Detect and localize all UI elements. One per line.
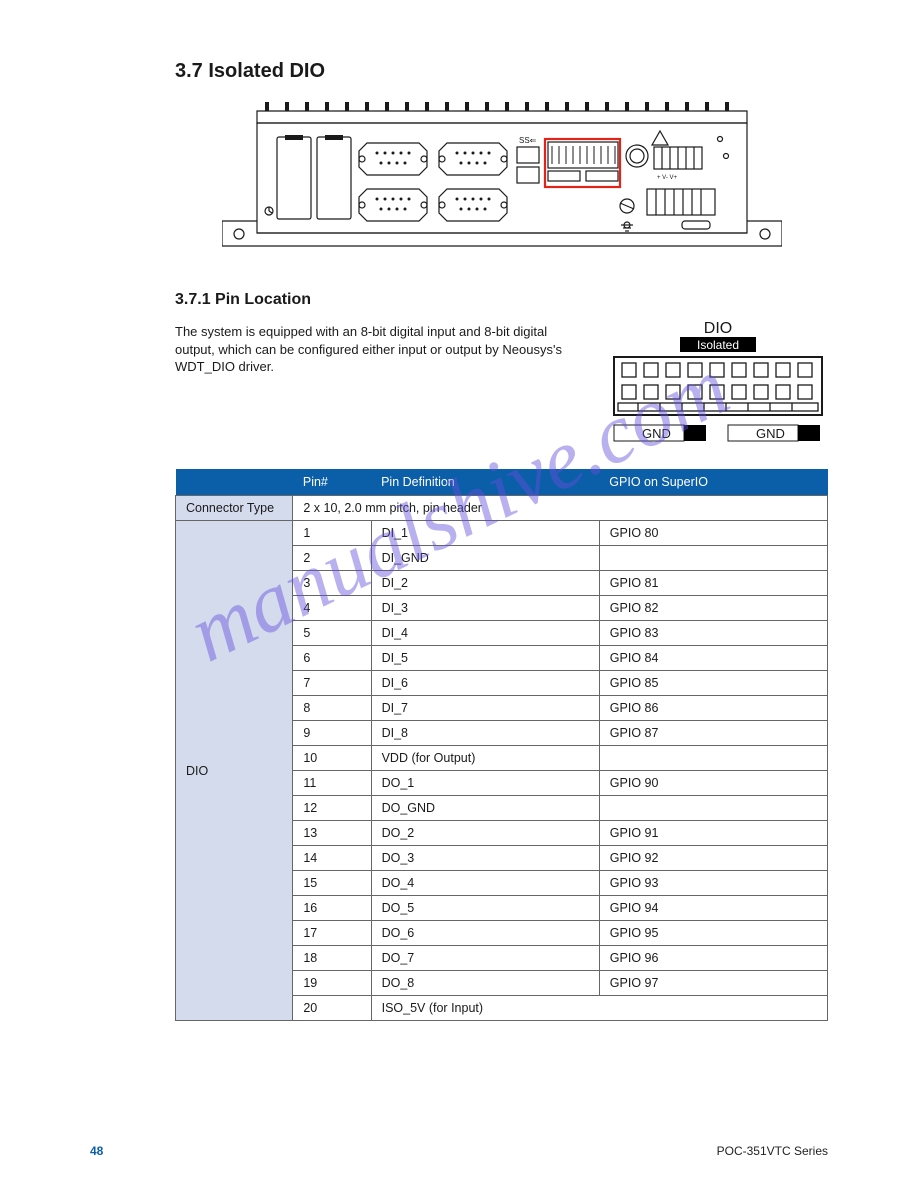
device-diagram: SS⇐	[222, 101, 782, 271]
cell: DI_6	[371, 671, 599, 696]
cell: GPIO 87	[599, 721, 827, 746]
table-row: DIO 1 DI_1 GPIO 80	[176, 521, 828, 546]
cell: GPIO 92	[599, 846, 827, 871]
cell: DI_1	[371, 521, 599, 546]
dio-gnd-left: GND	[642, 426, 671, 441]
cell: 7	[293, 671, 371, 696]
footer-series: POC-351VTC Series	[717, 1144, 828, 1158]
cell: GPIO 91	[599, 821, 827, 846]
page-content: 3.7 Isolated DIO	[0, 0, 918, 1061]
cat-dio: DIO	[176, 521, 293, 1021]
th-def: Pin Definition	[371, 469, 599, 496]
th-pin: Pin#	[293, 469, 371, 496]
section-title: 3.7 Isolated DIO	[175, 60, 828, 83]
th-blank	[176, 469, 293, 496]
cell: GPIO 90	[599, 771, 827, 796]
cell: GPIO 80	[599, 521, 827, 546]
dio-pin-table: Pin# Pin Definition GPIO on SuperIO Conn…	[175, 469, 828, 1021]
svg-text:SS⇐: SS⇐	[519, 136, 537, 145]
cell: 14	[293, 846, 371, 871]
pin-description: The system is equipped with an 8-bit dig…	[175, 323, 580, 376]
page-footer: 48 POC-351VTC Series	[0, 1144, 918, 1158]
cell: 18	[293, 946, 371, 971]
cell: 16	[293, 896, 371, 921]
cell: VDD (for Output)	[371, 746, 599, 771]
footer-page-number: 48	[90, 1144, 103, 1158]
cell: DO_4	[371, 871, 599, 896]
cell: GPIO 82	[599, 596, 827, 621]
cell: 8	[293, 696, 371, 721]
cell: DO_1	[371, 771, 599, 796]
cell: DI_5	[371, 646, 599, 671]
cell: DO_GND	[371, 796, 599, 821]
cell: DO_7	[371, 946, 599, 971]
cell: GPIO 83	[599, 621, 827, 646]
cell: 19	[293, 971, 371, 996]
dio-connector-figure: DIO Isolated GND	[608, 319, 828, 447]
cell: 2 x 10, 2.0 mm pitch, pin header	[293, 496, 828, 521]
cell: 17	[293, 921, 371, 946]
cat-connector: Connector Type	[176, 496, 293, 521]
cell: 4	[293, 596, 371, 621]
dio-isolated-label: Isolated	[697, 338, 739, 352]
cell: DO_8	[371, 971, 599, 996]
cell: DI_2	[371, 571, 599, 596]
cell: DO_3	[371, 846, 599, 871]
cell: 3	[293, 571, 371, 596]
cell: GPIO 81	[599, 571, 827, 596]
cell: 5	[293, 621, 371, 646]
cell	[599, 546, 827, 571]
cell: 1	[293, 521, 371, 546]
cell: ISO_5V (for Input)	[371, 996, 827, 1021]
cell: GPIO 85	[599, 671, 827, 696]
cell: 2	[293, 546, 371, 571]
th-gpio: GPIO on SuperIO	[599, 469, 827, 496]
dio-label: DIO	[704, 320, 732, 337]
cell: GPIO 84	[599, 646, 827, 671]
cell: 12	[293, 796, 371, 821]
cell: DI_4	[371, 621, 599, 646]
cell: 11	[293, 771, 371, 796]
cell: DI_3	[371, 596, 599, 621]
cell: 6	[293, 646, 371, 671]
pin-location-title: 3.7.1 Pin Location	[175, 291, 828, 309]
cell: GPIO 93	[599, 871, 827, 896]
cell: GPIO 86	[599, 696, 827, 721]
cell: 9	[293, 721, 371, 746]
cell: DI_7	[371, 696, 599, 721]
table-body: Connector Type 2 x 10, 2.0 mm pitch, pin…	[176, 496, 828, 1021]
cell: GPIO 97	[599, 971, 827, 996]
table-row: Connector Type 2 x 10, 2.0 mm pitch, pin…	[176, 496, 828, 521]
pin-description-row: The system is equipped with an 8-bit dig…	[175, 323, 828, 447]
cell: DO_5	[371, 896, 599, 921]
cell	[599, 796, 827, 821]
cell: DO_6	[371, 921, 599, 946]
dio-gnd-right: GND	[756, 426, 785, 441]
cell: 13	[293, 821, 371, 846]
svg-text:+ V- V+: + V- V+	[657, 175, 678, 181]
cell: DI_8	[371, 721, 599, 746]
cell: GPIO 96	[599, 946, 827, 971]
cell: GPIO 94	[599, 896, 827, 921]
cell: GPIO 95	[599, 921, 827, 946]
cell: 20	[293, 996, 371, 1021]
cell: 10	[293, 746, 371, 771]
cell	[599, 746, 827, 771]
cell: DO_2	[371, 821, 599, 846]
cell: DI_GND	[371, 546, 599, 571]
cell: 15	[293, 871, 371, 896]
